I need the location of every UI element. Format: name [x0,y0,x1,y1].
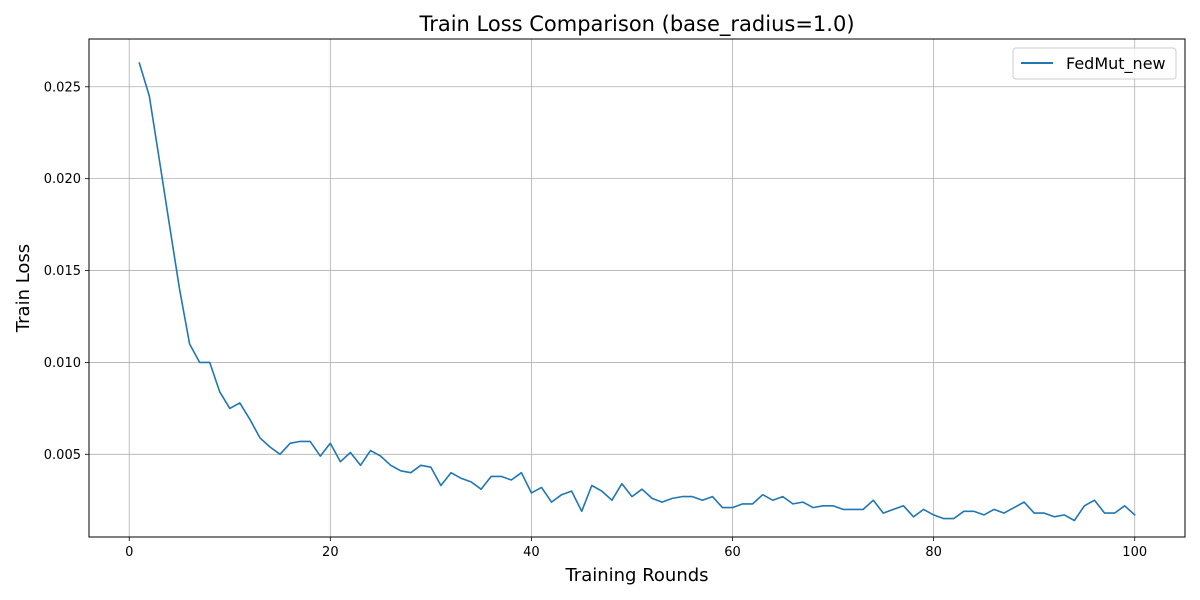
x-tick-label: 60 [724,545,741,560]
x-tick-label: 0 [125,545,133,560]
y-axis-ticks: 0.005 0.010 0.015 0.020 0.025 [44,80,89,463]
y-tick-label: 0.015 [44,264,81,279]
legend-label-fedmut-new: FedMut_new [1066,54,1166,74]
y-tick-label: 0.005 [44,448,81,463]
legend: FedMut_new [1012,47,1177,80]
y-tick-label: 0.025 [44,80,81,95]
x-axis-title: Training Rounds [564,565,708,586]
legend-box [1012,47,1177,80]
plot-area-frame [88,38,1186,538]
x-tick-label: 100 [1122,545,1147,560]
x-tick-label: 80 [925,545,942,560]
grid-lines [89,39,1185,537]
series-layer [138,62,1136,522]
y-tick-label: 0.020 [44,172,81,187]
x-tick-label: 20 [322,545,339,560]
x-axis-ticks: 0 20 40 60 80 100 [125,537,1147,560]
y-axis-title: Train Loss [13,244,34,333]
chart-title: Train Loss Comparison (base_radius=1.0) [418,12,854,37]
y-tick-label: 0.010 [44,356,81,371]
x-tick-label: 40 [523,545,540,560]
series-line-fedmut-new [138,62,1136,522]
